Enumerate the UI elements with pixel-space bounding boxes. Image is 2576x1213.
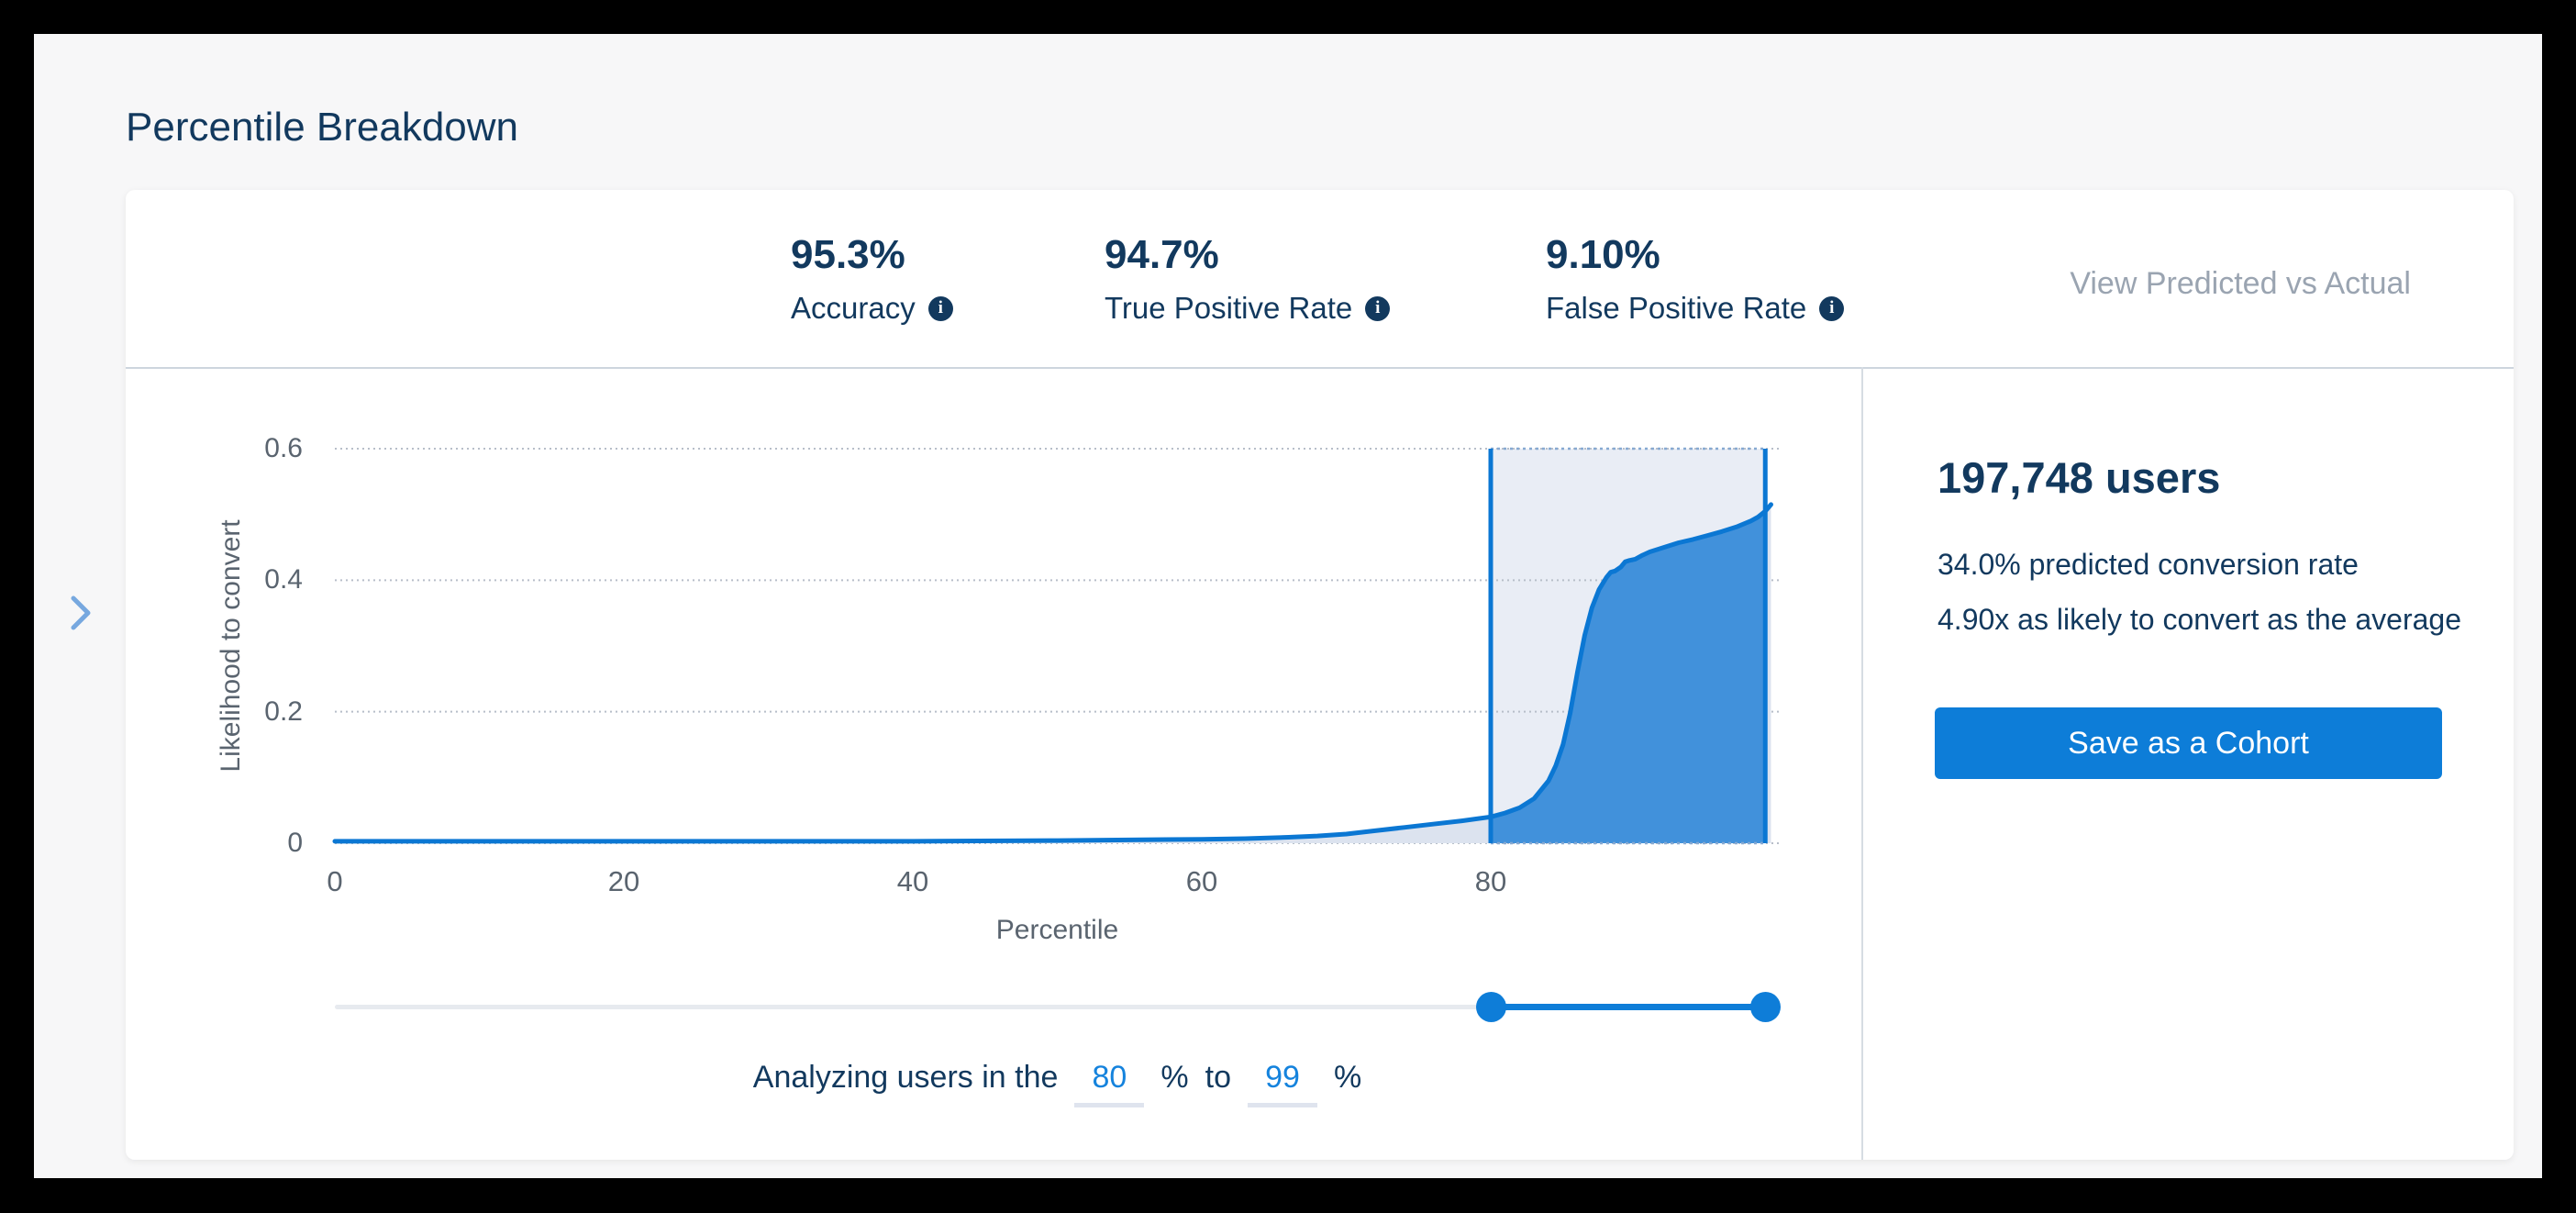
- x-tick-label: 20: [607, 865, 640, 897]
- percentile-range-slider-active[interactable]: [1491, 1004, 1766, 1010]
- stat-label: True Positive Rate i: [1105, 291, 1391, 326]
- stat-false-positive-rate: 9.10% False Positive Rate i: [1546, 232, 1845, 326]
- percentile-chart: [332, 447, 1780, 845]
- x-tick-label: 40: [896, 865, 929, 897]
- info-icon[interactable]: i: [1365, 295, 1391, 321]
- y-tick-label: 0.4: [264, 564, 303, 595]
- percent-sign: %: [1160, 1060, 1189, 1095]
- stat-value: 94.7%: [1105, 232, 1219, 277]
- predicted-conversion-rate: 34.0% predicted conversion rate: [1938, 548, 2359, 581]
- chart-pane: Likelihood to convert Percentile Analyzi…: [126, 190, 1861, 1160]
- slider-handle-upper[interactable]: [1750, 992, 1782, 1022]
- expand-chevron-icon[interactable]: [67, 592, 94, 634]
- stat-label: False Positive Rate i: [1546, 291, 1845, 326]
- stat-value: 9.10%: [1546, 232, 1660, 277]
- y-tick-label: 0.6: [264, 433, 303, 463]
- stat-accuracy: 95.3% Accuracy i: [791, 232, 953, 326]
- view-predicted-vs-actual-link[interactable]: View Predicted vs Actual: [2070, 266, 2411, 301]
- stats-divider: [126, 367, 2514, 369]
- stat-label: Accuracy i: [791, 291, 953, 326]
- x-tick-label: 60: [1185, 865, 1218, 897]
- conversion-lift: 4.90x as likely to convert as the averag…: [1938, 603, 2461, 636]
- y-axis-title: Likelihood to convert: [216, 519, 246, 773]
- x-axis-title: Percentile: [995, 915, 1119, 945]
- slider-handle-lower[interactable]: [1476, 992, 1506, 1022]
- selection-right-edge[interactable]: [1762, 449, 1768, 843]
- y-tick-label: 0.2: [264, 696, 303, 727]
- info-icon[interactable]: i: [927, 295, 953, 321]
- x-tick-label: 80: [1474, 865, 1507, 897]
- lower-percentile-input[interactable]: [1074, 1060, 1145, 1107]
- conversion-curve: [332, 502, 1773, 844]
- save-as-cohort-button[interactable]: Save as a Cohort: [1935, 707, 2442, 779]
- cohort-user-count: 197,748 users: [1938, 453, 2221, 502]
- analyzing-prefix: Analyzing users in the: [752, 1060, 1059, 1095]
- percentile-range-slider-track[interactable]: [335, 1005, 1780, 1009]
- page-title: Percentile Breakdown: [126, 105, 519, 150]
- analyzing-connector: to: [1205, 1060, 1231, 1095]
- percent-sign: %: [1334, 1060, 1362, 1095]
- y-tick-label: 0: [287, 828, 303, 858]
- percentile-breakdown-panel: Percentile Breakdown 95.3% Accuracy i 94…: [34, 34, 2542, 1178]
- x-tick-label: 0: [327, 865, 343, 897]
- stat-true-positive-rate: 94.7% True Positive Rate i: [1105, 232, 1391, 326]
- pane-divider: [1861, 367, 1863, 1160]
- info-icon[interactable]: i: [1819, 295, 1845, 321]
- stat-value: 95.3%: [791, 232, 905, 277]
- model-performance-card: 95.3% Accuracy i 94.7% True Positive Rat…: [126, 190, 2514, 1160]
- upper-percentile-input[interactable]: [1248, 1060, 1317, 1107]
- analyzing-row: Analyzing users in the % to %: [335, 1060, 1780, 1107]
- selection-left-edge[interactable]: [1488, 449, 1493, 843]
